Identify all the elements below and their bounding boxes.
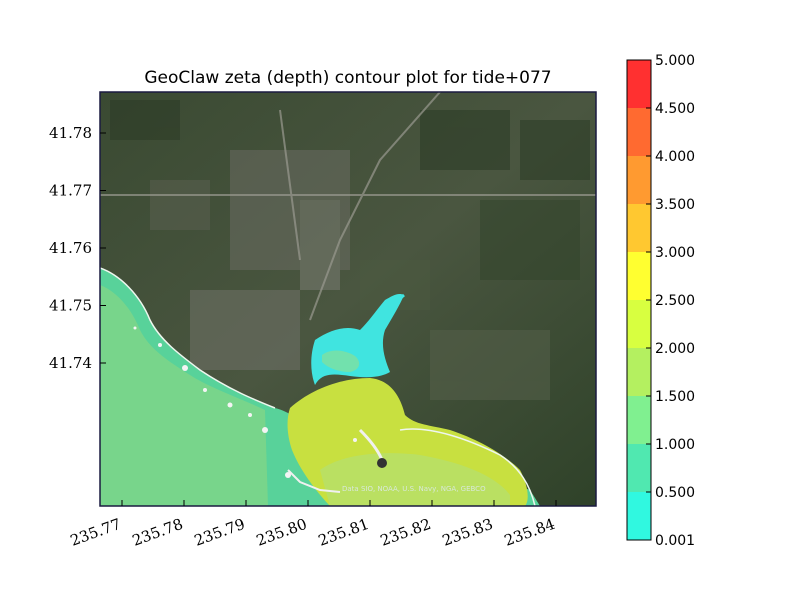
colorbar-tick-label: 1.000 [655, 437, 695, 453]
plot-title: GeoClaw zeta (depth) contour plot for ti… [144, 68, 551, 88]
colorbar-band [627, 252, 651, 301]
colorbar-tick-label: 3.500 [655, 197, 695, 213]
colorbar-tick-label: 2.500 [655, 293, 695, 309]
colorbar-tick-label: 3.000 [655, 245, 695, 261]
y-tick-label: 41.77 [49, 182, 92, 200]
y-tick-label: 41.75 [49, 297, 92, 315]
bay-center [320, 453, 510, 506]
x-tick-label: 235.79 [192, 515, 247, 550]
axes-frame [99, 91, 597, 507]
colorbar-band [627, 444, 651, 493]
map-axes: Data SIO, NOAA, U.S. Navy, NGA, GEBCO [99, 91, 597, 507]
land-texture [110, 100, 590, 400]
inundation-inner [322, 350, 360, 372]
colorbar-band [627, 348, 651, 397]
roads [100, 92, 596, 321]
x-tick-label: 235.81 [316, 515, 371, 550]
map-attribution: Data SIO, NOAA, U.S. Navy, NGA, GEBCO [342, 485, 486, 493]
colorbar-tick-label: 4.500 [655, 101, 695, 117]
colorbar-band [627, 108, 651, 157]
x-tick-label: 235.82 [378, 515, 433, 550]
bay-shore [399, 428, 536, 506]
colorbar-band [627, 300, 651, 349]
breakwater [358, 428, 384, 461]
x-axis: 235.77 235.78 235.79 235.80 235.81 235.82 235.… [68, 500, 557, 550]
colorbar-tick-label: 1.500 [655, 389, 695, 405]
colorbar-band [627, 204, 651, 253]
pier [287, 469, 341, 493]
x-tick-label: 235.80 [254, 515, 309, 550]
islet [377, 458, 387, 468]
y-tick-label: 41.78 [49, 124, 92, 142]
rocks [133, 326, 357, 478]
nearshore-water [100, 285, 268, 506]
y-axis: 41.78 41.77 41.76 41.75 41.74 [49, 124, 106, 372]
colorbar-tick-label: 5.000 [655, 53, 695, 69]
y-tick-label: 41.74 [49, 354, 92, 372]
colorbar: 5.000 4.500 4.000 3.500 3.000 2.500 2.000 1.500… [626, 53, 695, 549]
colorbar-tick-label: 0.001 [655, 533, 695, 549]
coastline [100, 267, 276, 409]
x-tick-label: 235.78 [130, 515, 185, 550]
colorbar-band [627, 396, 651, 445]
colorbar-tick-label: 4.000 [655, 149, 695, 165]
x-tick-label: 235.77 [68, 515, 123, 550]
y-tick-label: 41.76 [49, 239, 92, 257]
colorbar-band [627, 156, 651, 205]
colorbar-tick-label: 2.000 [655, 341, 695, 357]
x-tick-label: 235.83 [440, 515, 495, 550]
x-tick-label: 235.84 [502, 515, 557, 550]
colorbar-band [627, 60, 651, 109]
colorbar-tick-label: 0.500 [655, 485, 695, 501]
river-channel [378, 293, 405, 331]
colorbar-band [627, 492, 651, 541]
